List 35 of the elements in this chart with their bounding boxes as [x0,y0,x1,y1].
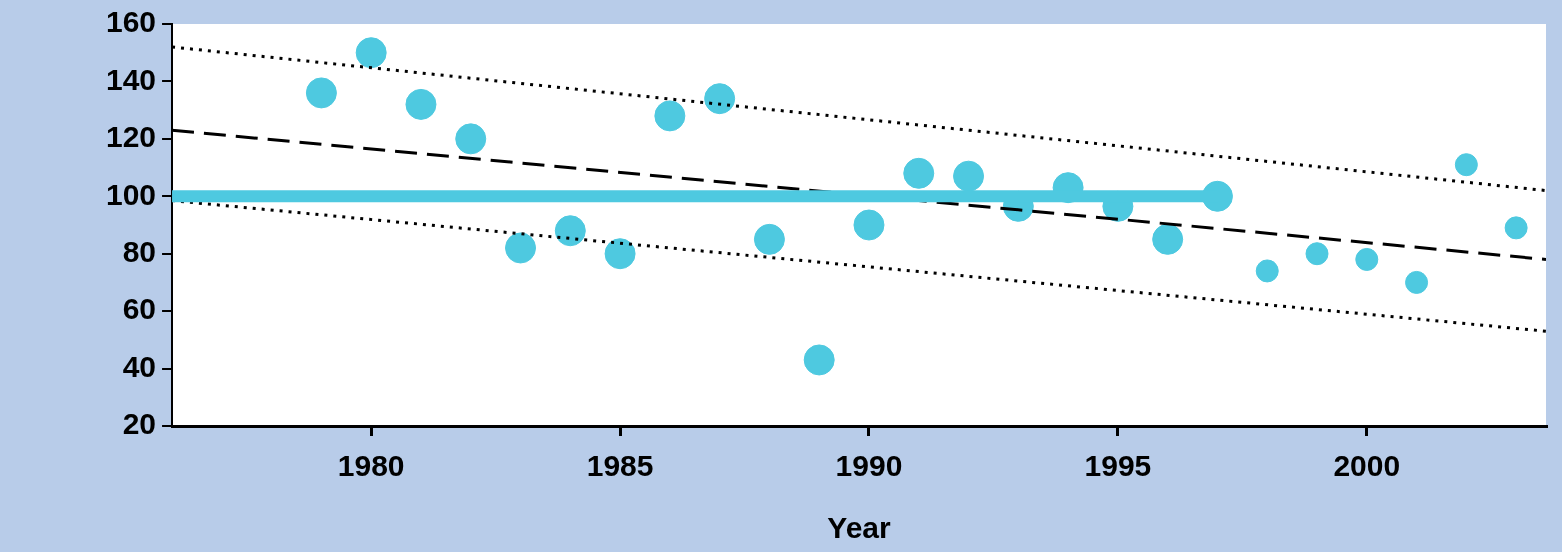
y-tick-label: 160 [105,5,157,39]
x-tick-label: 1990 [835,449,903,483]
point [554,215,586,247]
x-tick-label: 2000 [1333,449,1401,483]
point [305,77,337,109]
point [505,232,537,264]
point [753,223,785,255]
x-tick-label: 1995 [1084,449,1152,483]
y-tick-label: 100 [105,177,157,211]
point [455,123,487,155]
point [604,238,636,270]
point [853,209,885,241]
point [1405,270,1429,294]
y-tick-label: 20 [122,407,157,441]
point [704,83,736,115]
point [1355,247,1379,271]
point [903,157,935,189]
point [1305,242,1329,266]
x-tick-label: 1985 [586,449,654,483]
x-tick-label: 1980 [337,449,405,483]
point [355,37,387,69]
point [405,88,437,120]
point [1504,216,1528,240]
y-tick-label: 120 [105,120,157,154]
point [654,100,686,132]
y-tick-label: 140 [105,62,157,96]
point [953,160,985,192]
point [1152,223,1184,255]
point [1454,153,1478,177]
y-tick-label: 60 [122,292,157,326]
point [803,344,835,376]
x-axis-title: Year [827,511,892,545]
y-tick-label: 80 [122,234,157,268]
y-tick-label: 40 [122,349,157,383]
point [1255,259,1279,283]
